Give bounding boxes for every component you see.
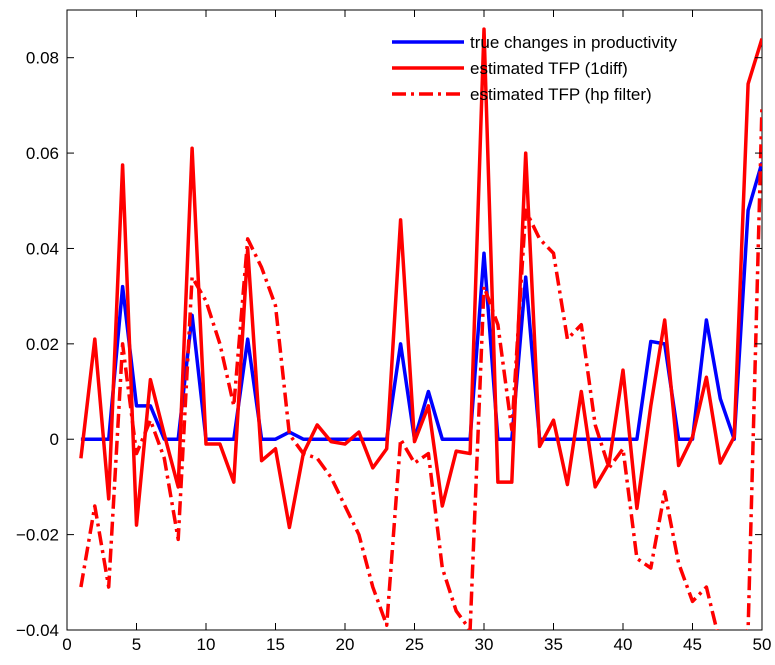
x-tick-label: 15: [266, 635, 285, 654]
y-tick-label: 0.04: [26, 239, 59, 258]
y-tick-label: 0.02: [26, 335, 59, 354]
x-tick-label: 35: [544, 635, 563, 654]
legend-label: estimated TFP (hp filter): [470, 85, 652, 104]
y-tick-label: 0.08: [26, 49, 59, 68]
x-tick-label: 50: [753, 635, 772, 654]
x-tick-label: 10: [197, 635, 216, 654]
y-tick-label: −0.02: [16, 526, 59, 545]
series-line: [80, 162, 762, 441]
series-line: [79, 105, 762, 630]
x-tick-label: 20: [336, 635, 355, 654]
y-tick-label: 0: [50, 430, 59, 449]
legend-label: true changes in productivity: [470, 33, 677, 52]
lines: [79, 27, 762, 630]
series-line: [79, 27, 762, 530]
legend-label: estimated TFP (1diff): [470, 59, 628, 78]
y-tick-label: 0.06: [26, 144, 59, 163]
y-tick-label: −0.04: [16, 621, 59, 640]
x-tick-label: 30: [475, 635, 494, 654]
x-tick-label: 25: [405, 635, 424, 654]
x-tick-label: 5: [132, 635, 141, 654]
x-tick-label: 0: [62, 635, 71, 654]
plot-area: [66, 9, 763, 631]
x-tick-label: 40: [614, 635, 633, 654]
x-tick-label: 45: [683, 635, 702, 654]
